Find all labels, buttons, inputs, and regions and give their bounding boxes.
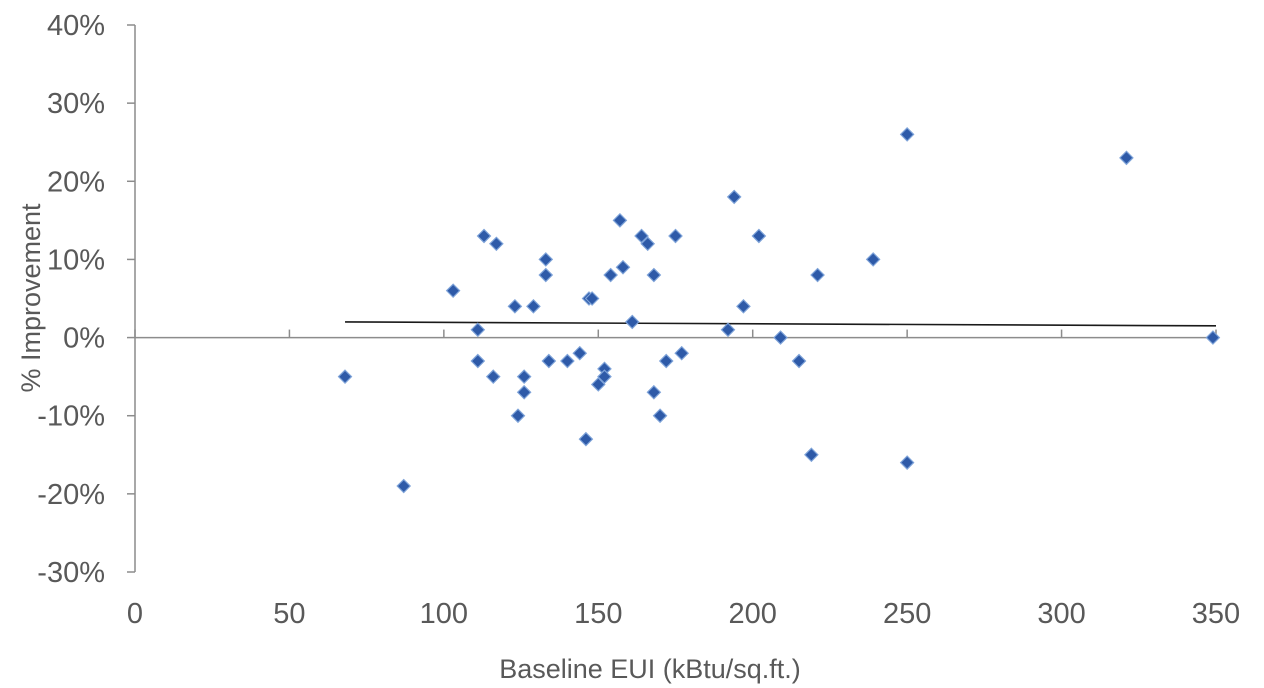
data-point [396, 478, 412, 494]
y-tick-label: 20% [47, 166, 105, 198]
y-tick-label: -10% [37, 401, 105, 433]
data-point [899, 455, 915, 470]
data-point [612, 213, 628, 228]
x-tick-label: 250 [883, 598, 931, 630]
data-point [865, 252, 881, 267]
data-point [516, 369, 532, 384]
data-point [560, 353, 575, 369]
trendline-group [345, 321, 1217, 327]
data-point [507, 298, 523, 314]
y-tick-label: 40% [47, 10, 105, 42]
data-point [751, 228, 767, 244]
x-tick-label: 50 [273, 598, 305, 630]
y-tick-label: -30% [37, 557, 105, 589]
data-point [791, 353, 807, 369]
data-point [445, 283, 461, 299]
data-point [810, 267, 825, 283]
x-tick-label: 0 [127, 598, 143, 630]
x-tick-label: 100 [420, 598, 468, 630]
data-point [485, 369, 501, 384]
data-point [489, 236, 504, 252]
data-point [541, 353, 557, 369]
tick-labels: -30% -20% -10% 0% 10% 20% 30% 40% 0 50 100 150 200 25… [37, 10, 1240, 630]
data-point [590, 377, 606, 392]
data-point [526, 298, 541, 314]
data-point [652, 408, 668, 424]
data-point [578, 431, 594, 447]
trend-line [345, 321, 1217, 327]
data-point [337, 369, 353, 384]
data-point [572, 345, 588, 361]
data-point [634, 228, 649, 244]
data-point [538, 267, 554, 283]
data-point [804, 447, 819, 463]
data-point [470, 322, 486, 338]
y-axis-title: % Improvement [16, 203, 46, 393]
data-point [538, 252, 554, 267]
data-point [658, 353, 674, 369]
data-point [1119, 150, 1134, 166]
data-point [736, 298, 751, 314]
x-tick-label: 300 [1037, 598, 1085, 630]
data-points [337, 127, 1221, 494]
data-point [640, 236, 656, 252]
data-point [720, 322, 736, 338]
y-tick-label: 10% [47, 244, 105, 276]
axes [127, 24, 1217, 573]
y-tick-label: -20% [37, 479, 105, 511]
data-point [726, 189, 742, 205]
x-tick-label: 350 [1192, 598, 1240, 630]
y-tick-label: 30% [47, 88, 105, 120]
data-point [624, 314, 640, 330]
data-point [615, 259, 631, 275]
data-point [674, 345, 690, 361]
data-point [899, 127, 915, 142]
data-point [510, 408, 526, 424]
data-point [476, 228, 492, 244]
data-point [646, 384, 662, 400]
data-point [470, 353, 486, 369]
x-tick-label: 200 [729, 598, 777, 630]
data-point [603, 267, 618, 283]
x-tick-label: 150 [574, 598, 622, 630]
data-point [516, 384, 532, 400]
data-point [1205, 330, 1221, 345]
data-point [597, 369, 612, 384]
data-point [646, 267, 662, 283]
data-point [584, 291, 600, 306]
y-tick-label: 0% [63, 323, 105, 355]
data-point [773, 330, 788, 345]
x-axis-title: Baseline EUI (kBtu/sq.ft.) [499, 654, 801, 684]
data-point [668, 228, 683, 244]
